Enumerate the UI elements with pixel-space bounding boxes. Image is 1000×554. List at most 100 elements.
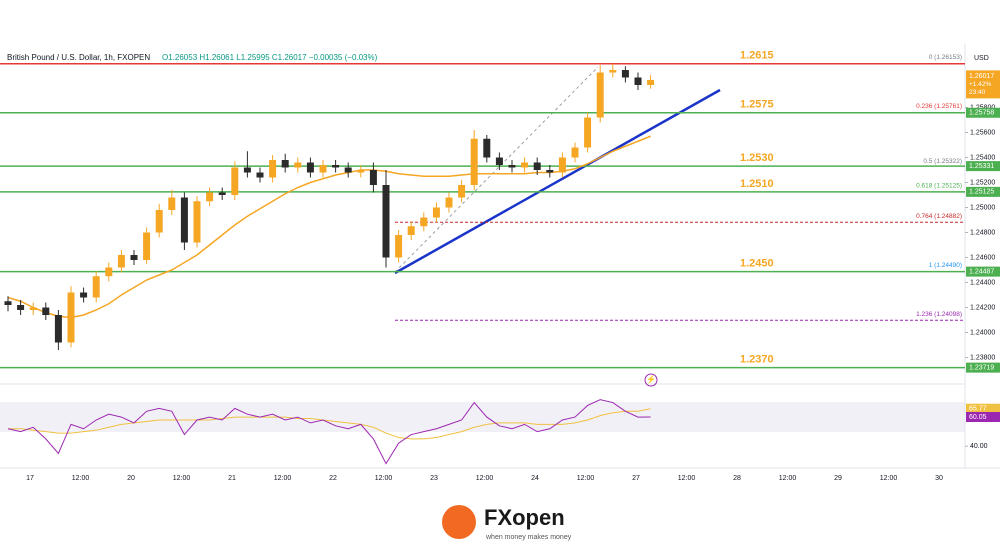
last-change: +1.42%	[969, 81, 991, 88]
candle-body	[92, 276, 100, 298]
candle-body	[508, 165, 516, 168]
level-label: 1.2370	[740, 354, 774, 366]
candle-body	[29, 307, 37, 310]
x-tick-label: 12:00	[274, 475, 292, 482]
candle-body	[596, 72, 604, 118]
level-badge	[966, 107, 1000, 118]
logo-tagline: when money makes money	[485, 534, 572, 541]
last-price: 1.26017	[969, 73, 994, 80]
candle-body	[344, 167, 352, 173]
level-badge-text: 1.25758	[969, 110, 994, 117]
chart-title: British Pound / U.S. Dollar, 1h, FXOPEN	[7, 53, 150, 62]
candle-body	[420, 217, 428, 227]
candle-body	[382, 185, 390, 258]
x-tick-label: 23	[430, 475, 438, 482]
candle-body	[445, 197, 453, 208]
event-icon[interactable]	[644, 373, 658, 387]
candle-body	[155, 210, 163, 233]
candle-body	[458, 185, 466, 198]
fib-label: 1.236 (1.24098)	[916, 311, 962, 318]
candle-body	[369, 170, 377, 185]
logo: FXopen when money makes money	[442, 505, 572, 541]
candle-body	[67, 292, 75, 343]
fib-label: 0.5 (1.25322)	[923, 158, 962, 165]
candle-body	[521, 162, 529, 168]
rsi-badge-text: 65.77	[969, 406, 987, 413]
candle-body	[432, 207, 440, 218]
level-badge	[966, 186, 1000, 197]
level-badge	[966, 362, 1000, 373]
fib-label: 0.618 (1.25125)	[916, 183, 962, 190]
candle-body	[609, 70, 617, 73]
fib-label: 0.236 (1.25761)	[916, 103, 962, 110]
rsi-signal	[8, 408, 651, 440]
x-tick-label: 28	[733, 475, 741, 482]
fib-label: 0 (1.26153)	[929, 54, 962, 61]
x-tick-label: 20	[127, 475, 135, 482]
moving-average	[7, 135, 651, 319]
trend-line	[394, 88, 721, 275]
candle-body	[17, 305, 25, 310]
level-label: 1.2575	[740, 99, 774, 111]
y-tick-label: 1.24400	[970, 279, 995, 286]
x-tick-label: 12:00	[779, 475, 797, 482]
candle-body	[395, 235, 403, 258]
candle-body	[130, 255, 138, 260]
y-tick-label: 1.24600	[970, 254, 995, 261]
level-badge-text: 1.25331	[969, 163, 994, 170]
level-label: 1.2450	[740, 258, 774, 270]
candle-body	[571, 147, 579, 158]
x-tick-label: 24	[531, 475, 539, 482]
candle-body	[206, 192, 214, 202]
candle-body	[281, 160, 289, 168]
rsi-badge	[966, 412, 1000, 423]
y-tick-label: 1.25200	[970, 179, 995, 186]
fib-trend	[394, 66, 599, 273]
level-label: 1.2615	[740, 50, 774, 62]
level-badge-text: 1.24487	[969, 268, 994, 275]
x-tick-label: 27	[632, 475, 640, 482]
fib-label: 0.764 (1.24882)	[916, 213, 962, 220]
countdown: 23:40	[969, 89, 986, 96]
candle-body	[243, 167, 251, 173]
y-tick-label: 1.24800	[970, 229, 995, 236]
candle-body	[193, 201, 201, 243]
logo-name: FXopen	[484, 505, 565, 530]
candle-body	[470, 138, 478, 185]
level-badge	[966, 266, 1000, 277]
candle-body	[495, 157, 503, 165]
candle-body	[584, 117, 592, 148]
rsi-badge-text: 60.05	[969, 414, 987, 421]
y-tick-label: 1.25400	[970, 154, 995, 161]
x-tick-label: 12:00	[375, 475, 393, 482]
candle-body	[4, 301, 12, 305]
candle-body	[647, 80, 655, 85]
candle-body	[357, 170, 365, 173]
rsi-line	[7, 399, 651, 465]
candle-body	[180, 197, 188, 243]
level-label: 1.2530	[740, 152, 774, 164]
candle-body	[54, 315, 62, 343]
x-tick-label: 17	[26, 475, 34, 482]
ohlc-text: O1.26053 H1.26061 L1.25995 C1.26017 −0.0…	[162, 53, 378, 62]
x-tick-label: 12:00	[476, 475, 494, 482]
candle-body	[407, 226, 415, 235]
x-tick-label: 21	[228, 475, 236, 482]
rsi-band	[0, 402, 965, 432]
candle-body	[231, 167, 239, 195]
y-tick-label: 1.25000	[970, 204, 995, 211]
candle-body	[218, 192, 226, 195]
fib-label: 1 (1.24490)	[929, 262, 962, 269]
x-tick-label: 22	[329, 475, 337, 482]
level-label: 1.2510	[740, 178, 774, 190]
x-tick-label: 12:00	[577, 475, 595, 482]
x-tick-label: 12:00	[173, 475, 191, 482]
y-tick-label: 1.24000	[970, 329, 995, 336]
candle-body	[306, 162, 314, 173]
candle-body	[546, 170, 554, 173]
rsi-tick-label: 40.00	[970, 443, 988, 450]
candle-body	[105, 267, 113, 277]
logo-icon	[442, 505, 476, 539]
level-badge	[966, 161, 1000, 172]
